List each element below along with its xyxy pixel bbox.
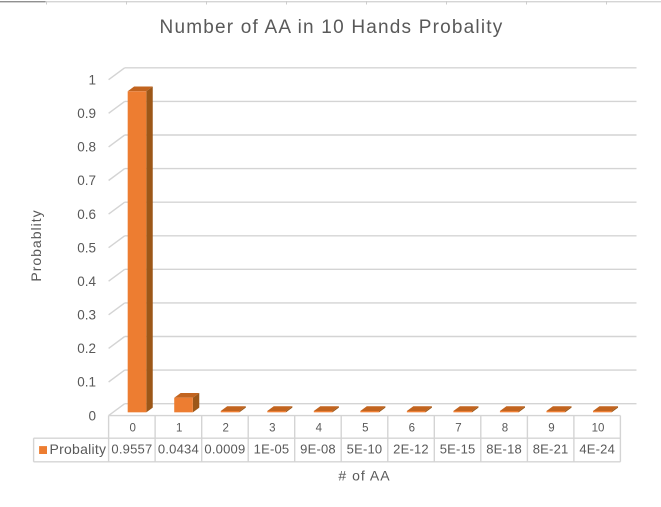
svg-text:2E-12: 2E-12 — [393, 442, 429, 457]
svg-text:4: 4 — [316, 423, 323, 435]
svg-text:0.3: 0.3 — [77, 308, 96, 323]
svg-text:0.5: 0.5 — [77, 240, 96, 255]
svg-text:0.4: 0.4 — [77, 274, 96, 289]
svg-text:# of AA: # of AA — [338, 468, 390, 484]
svg-text:5: 5 — [362, 423, 368, 435]
svg-text:0.8: 0.8 — [77, 140, 96, 155]
svg-text:8E-21: 8E-21 — [533, 442, 569, 457]
svg-text:0.7: 0.7 — [77, 173, 96, 188]
svg-text:1: 1 — [176, 423, 182, 435]
svg-text:0: 0 — [129, 423, 135, 435]
svg-text:7: 7 — [455, 423, 461, 435]
svg-text:Probablity: Probablity — [28, 209, 44, 281]
svg-text:0: 0 — [88, 408, 96, 423]
svg-text:6: 6 — [409, 423, 415, 435]
svg-text:0.1: 0.1 — [77, 375, 96, 390]
svg-text:5E-15: 5E-15 — [440, 442, 476, 457]
svg-text:0.9: 0.9 — [77, 106, 96, 121]
svg-text:3: 3 — [269, 423, 275, 435]
svg-text:0.0434: 0.0434 — [158, 442, 199, 457]
svg-text:Probality: Probality — [50, 441, 107, 457]
svg-text:0.6: 0.6 — [77, 207, 96, 222]
svg-text:8: 8 — [502, 423, 508, 435]
svg-text:10: 10 — [592, 423, 605, 435]
svg-text:5E-10: 5E-10 — [347, 442, 383, 457]
svg-text:9E-08: 9E-08 — [300, 442, 336, 457]
svg-text:2: 2 — [222, 423, 228, 435]
svg-text:1E-05: 1E-05 — [254, 442, 290, 457]
svg-text:8E-18: 8E-18 — [486, 442, 522, 457]
svg-text:0.2: 0.2 — [77, 341, 96, 356]
svg-text:Number of AA in 10 Hands Proba: Number of AA in 10 Hands Probality — [160, 17, 504, 38]
svg-text:9: 9 — [548, 423, 554, 435]
svg-text:0.0009: 0.0009 — [204, 442, 245, 457]
svg-text:0.9557: 0.9557 — [111, 442, 152, 457]
svg-text:4E-24: 4E-24 — [579, 442, 615, 457]
svg-text:1: 1 — [88, 72, 96, 87]
